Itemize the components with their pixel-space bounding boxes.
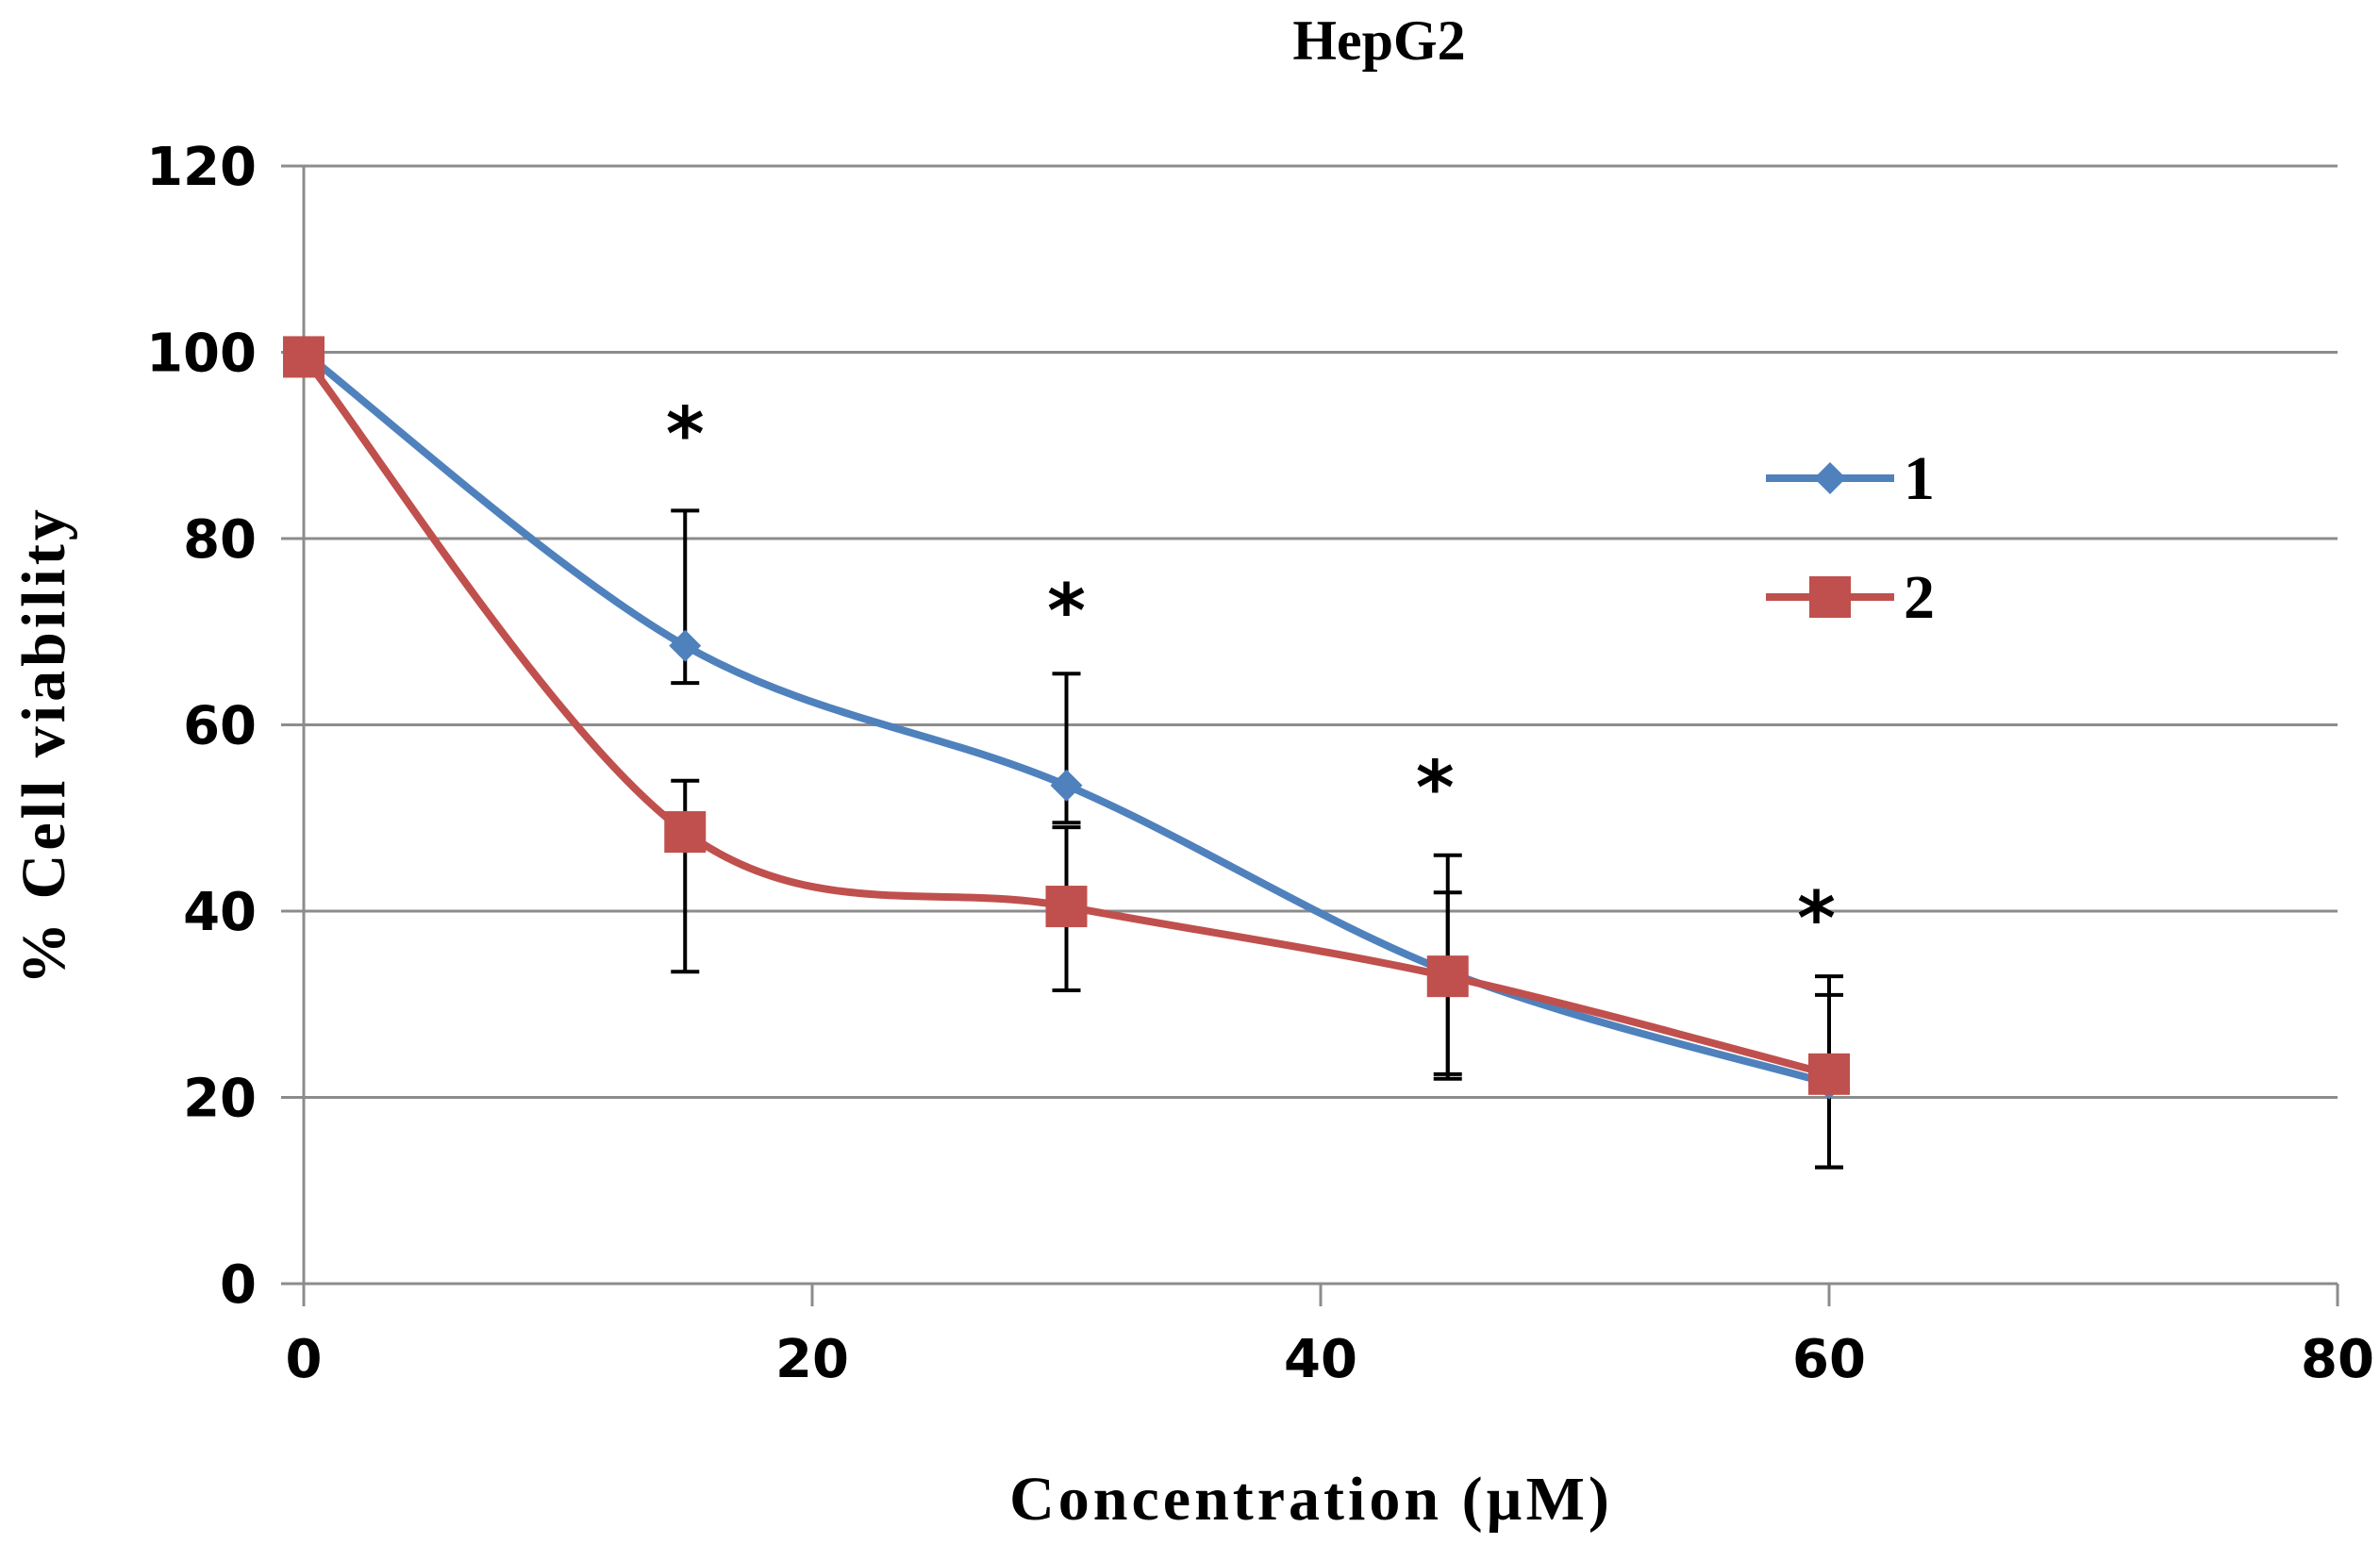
point-s1-2 (1050, 769, 1083, 802)
legend-marker-1 (1814, 462, 1846, 494)
legend-marker-2 (1809, 576, 1851, 618)
point-s2-3 (1426, 955, 1469, 998)
x-axis-label: Concentration (µM) (1009, 1465, 1613, 1534)
x-tick-label-0: 0 (286, 1329, 323, 1390)
point-s2-1 (664, 811, 707, 854)
significance-star-1: * (1047, 570, 1086, 655)
x-tick-label-20: 20 (775, 1329, 849, 1390)
y-tick-label-20: 20 (183, 1069, 257, 1130)
series-line-2 (300, 353, 1833, 1078)
y-tick-label-40: 40 (183, 882, 257, 943)
point-s2-2 (1045, 886, 1088, 928)
x-tick-labels: 0 20 40 60 80 (286, 1329, 2374, 1390)
x-tick-label-60: 60 (1792, 1329, 1866, 1390)
legend: 12 (1766, 444, 1935, 632)
legend-label-1: 1 (1904, 444, 1935, 513)
point-s1-1 (669, 629, 702, 662)
point-s2-0 (283, 336, 325, 378)
chart-title: HepG2 (1292, 9, 1465, 72)
y-tick-label-80: 80 (183, 509, 257, 571)
legend-label-2: 2 (1904, 563, 1935, 632)
error-bars (671, 508, 1843, 1170)
x-tick-label-40: 40 (1284, 1329, 1357, 1390)
significance-star-3: * (1797, 877, 1836, 962)
x-tick-label-80: 80 (2301, 1329, 2374, 1390)
y-tick-labels: 0 20 40 60 80 100 120 (146, 137, 257, 1316)
y-tick-label-120: 120 (146, 137, 257, 198)
series-markers (283, 336, 1850, 1100)
y-tick-label-0: 0 (220, 1254, 257, 1316)
grid-lines (304, 164, 2338, 1099)
significance-annotations: * * * * (666, 392, 1836, 962)
y-tick-label-60: 60 (183, 696, 257, 757)
y-axis-label: % Cell viability (9, 506, 78, 985)
significance-star-2: * (1416, 747, 1455, 832)
y-tick-label-100: 100 (146, 324, 257, 385)
significance-star-0: * (666, 392, 705, 477)
point-s2-4 (1808, 1053, 1850, 1095)
